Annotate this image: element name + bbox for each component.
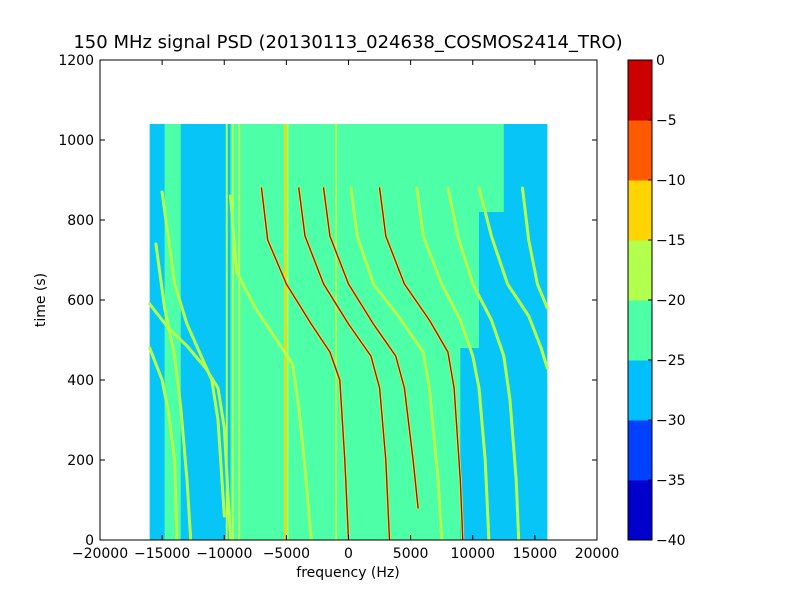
x-axis: −20000 −15000 −10000 −5000 0 5000 10000 15000 20… xyxy=(72,60,619,562)
trace-3 xyxy=(148,347,178,540)
trace-0 xyxy=(161,191,226,517)
colorbar-segment xyxy=(628,360,652,421)
colorbar-tick-label: −5 xyxy=(656,113,677,129)
y-tick-label: 600 xyxy=(67,293,94,309)
colorbar-segment xyxy=(628,60,652,121)
y-tick-label: 0 xyxy=(85,533,94,549)
colorbar-segment xyxy=(628,120,652,181)
colorbar-tick-label: −15 xyxy=(656,233,686,249)
y-axis: 0 200 400 600 800 1000 1200 xyxy=(58,53,597,549)
y-tick-label: 1000 xyxy=(58,133,94,149)
colorbar-tick-label: −20 xyxy=(656,293,686,309)
x-tick-label: −15000 xyxy=(134,546,190,562)
colorbar-tick-label: −30 xyxy=(656,413,686,429)
colorbar-tick-label: −25 xyxy=(656,353,686,369)
colorbar-segment xyxy=(628,180,652,241)
trace-11 xyxy=(447,187,520,540)
colorbar-tick-label: −35 xyxy=(656,473,686,489)
y-tick-label: 1200 xyxy=(58,53,94,69)
vertical-signal-lines xyxy=(225,124,338,540)
trace-2 xyxy=(155,243,192,540)
heatmap xyxy=(149,124,548,540)
colorbar: −40 −35 −30 −25 −20 −15 −10 −5 0 xyxy=(627,53,686,549)
trace-5 xyxy=(260,187,350,540)
colorbar-segment xyxy=(628,480,652,541)
noise-region-4 xyxy=(503,124,548,212)
colorbar-tick-label: −10 xyxy=(656,173,686,189)
trace-10 xyxy=(416,187,490,540)
colorbar-tick-label: 0 xyxy=(656,53,665,69)
noise-region-0 xyxy=(149,124,165,540)
x-axis-label: frequency (Hz) xyxy=(296,565,399,581)
x-tick-label: 0 xyxy=(344,546,353,562)
x-tick-label: 15000 xyxy=(513,546,558,562)
trace-13 xyxy=(521,187,548,309)
trace-12 xyxy=(478,187,548,369)
plot-area xyxy=(148,124,549,540)
x-tick-label: −20000 xyxy=(72,546,128,562)
x-tick-label: −5000 xyxy=(263,546,310,562)
x-tick-label: −10000 xyxy=(196,546,252,562)
y-tick-label: 400 xyxy=(67,373,94,389)
colorbar-segment xyxy=(628,300,652,361)
signal-traces xyxy=(148,186,549,540)
x-tick-label: 10000 xyxy=(450,546,495,562)
trace-8 xyxy=(350,187,443,540)
trace-9 xyxy=(378,187,464,540)
colorbar-tick-label: −40 xyxy=(656,533,686,549)
y-tick-label: 200 xyxy=(67,453,94,469)
noise-region-2 xyxy=(460,348,548,540)
trace-4 xyxy=(229,195,312,540)
x-tick-label: 5000 xyxy=(393,546,429,562)
y-tick-label: 800 xyxy=(67,213,94,229)
trace-6 xyxy=(298,187,391,540)
colorbar-segment xyxy=(628,240,652,301)
x-tick-label: 20000 xyxy=(575,546,620,562)
trace-7 xyxy=(322,187,419,509)
colorbar-segment xyxy=(628,420,652,481)
chart-title: 150 MHz signal PSD (20130113_024638_COSM… xyxy=(73,32,622,53)
y-axis-label: time (s) xyxy=(33,273,49,327)
